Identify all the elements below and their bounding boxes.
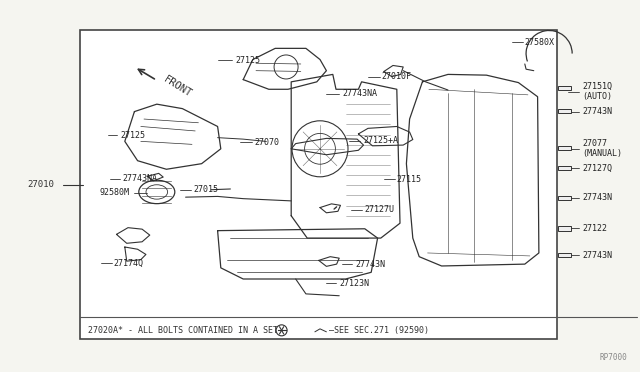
- Text: 27020A* - ALL BOLTS CONTAINED IN A SET: 27020A* - ALL BOLTS CONTAINED IN A SET: [88, 326, 278, 335]
- Text: RP7000: RP7000: [600, 353, 627, 362]
- Text: 27743NA: 27743NA: [342, 89, 378, 98]
- Text: FRONT: FRONT: [162, 74, 194, 99]
- Text: 27015: 27015: [193, 185, 218, 194]
- Text: 27123N: 27123N: [339, 279, 369, 288]
- Text: 27010F: 27010F: [381, 72, 412, 81]
- Text: 92580M: 92580M: [99, 188, 129, 197]
- Text: 27122: 27122: [582, 224, 607, 233]
- Text: 27127U: 27127U: [365, 205, 395, 214]
- Bar: [558, 146, 571, 150]
- Bar: [80, 30, 557, 339]
- Text: 27743N: 27743N: [355, 260, 385, 269]
- Text: 27743N: 27743N: [582, 107, 612, 116]
- Text: (MANUAL): (MANUAL): [582, 149, 622, 158]
- Text: 27174Q: 27174Q: [114, 259, 144, 268]
- Bar: [558, 109, 571, 113]
- Text: 27070: 27070: [255, 138, 280, 147]
- Text: 27010: 27010: [27, 180, 54, 189]
- Bar: [558, 86, 571, 90]
- Text: 27151Q: 27151Q: [582, 82, 612, 91]
- Bar: [558, 166, 571, 170]
- Bar: [558, 226, 571, 231]
- Text: (AUTO): (AUTO): [582, 92, 612, 101]
- Text: 27125+A: 27125+A: [364, 136, 399, 145]
- Text: 27580X: 27580X: [525, 38, 555, 47]
- Text: 27125: 27125: [236, 56, 260, 65]
- Text: 27125: 27125: [120, 131, 145, 140]
- Text: 27077: 27077: [582, 139, 607, 148]
- Text: 27743N: 27743N: [582, 193, 612, 202]
- Bar: [558, 196, 571, 200]
- Text: 27127Q: 27127Q: [582, 164, 612, 173]
- Text: 27115: 27115: [397, 175, 422, 184]
- Text: 27743NA: 27743NA: [123, 174, 158, 183]
- Text: —SEE SEC.271 (92590): —SEE SEC.271 (92590): [329, 326, 429, 335]
- Text: 27743N: 27743N: [582, 251, 612, 260]
- Bar: [558, 253, 571, 257]
